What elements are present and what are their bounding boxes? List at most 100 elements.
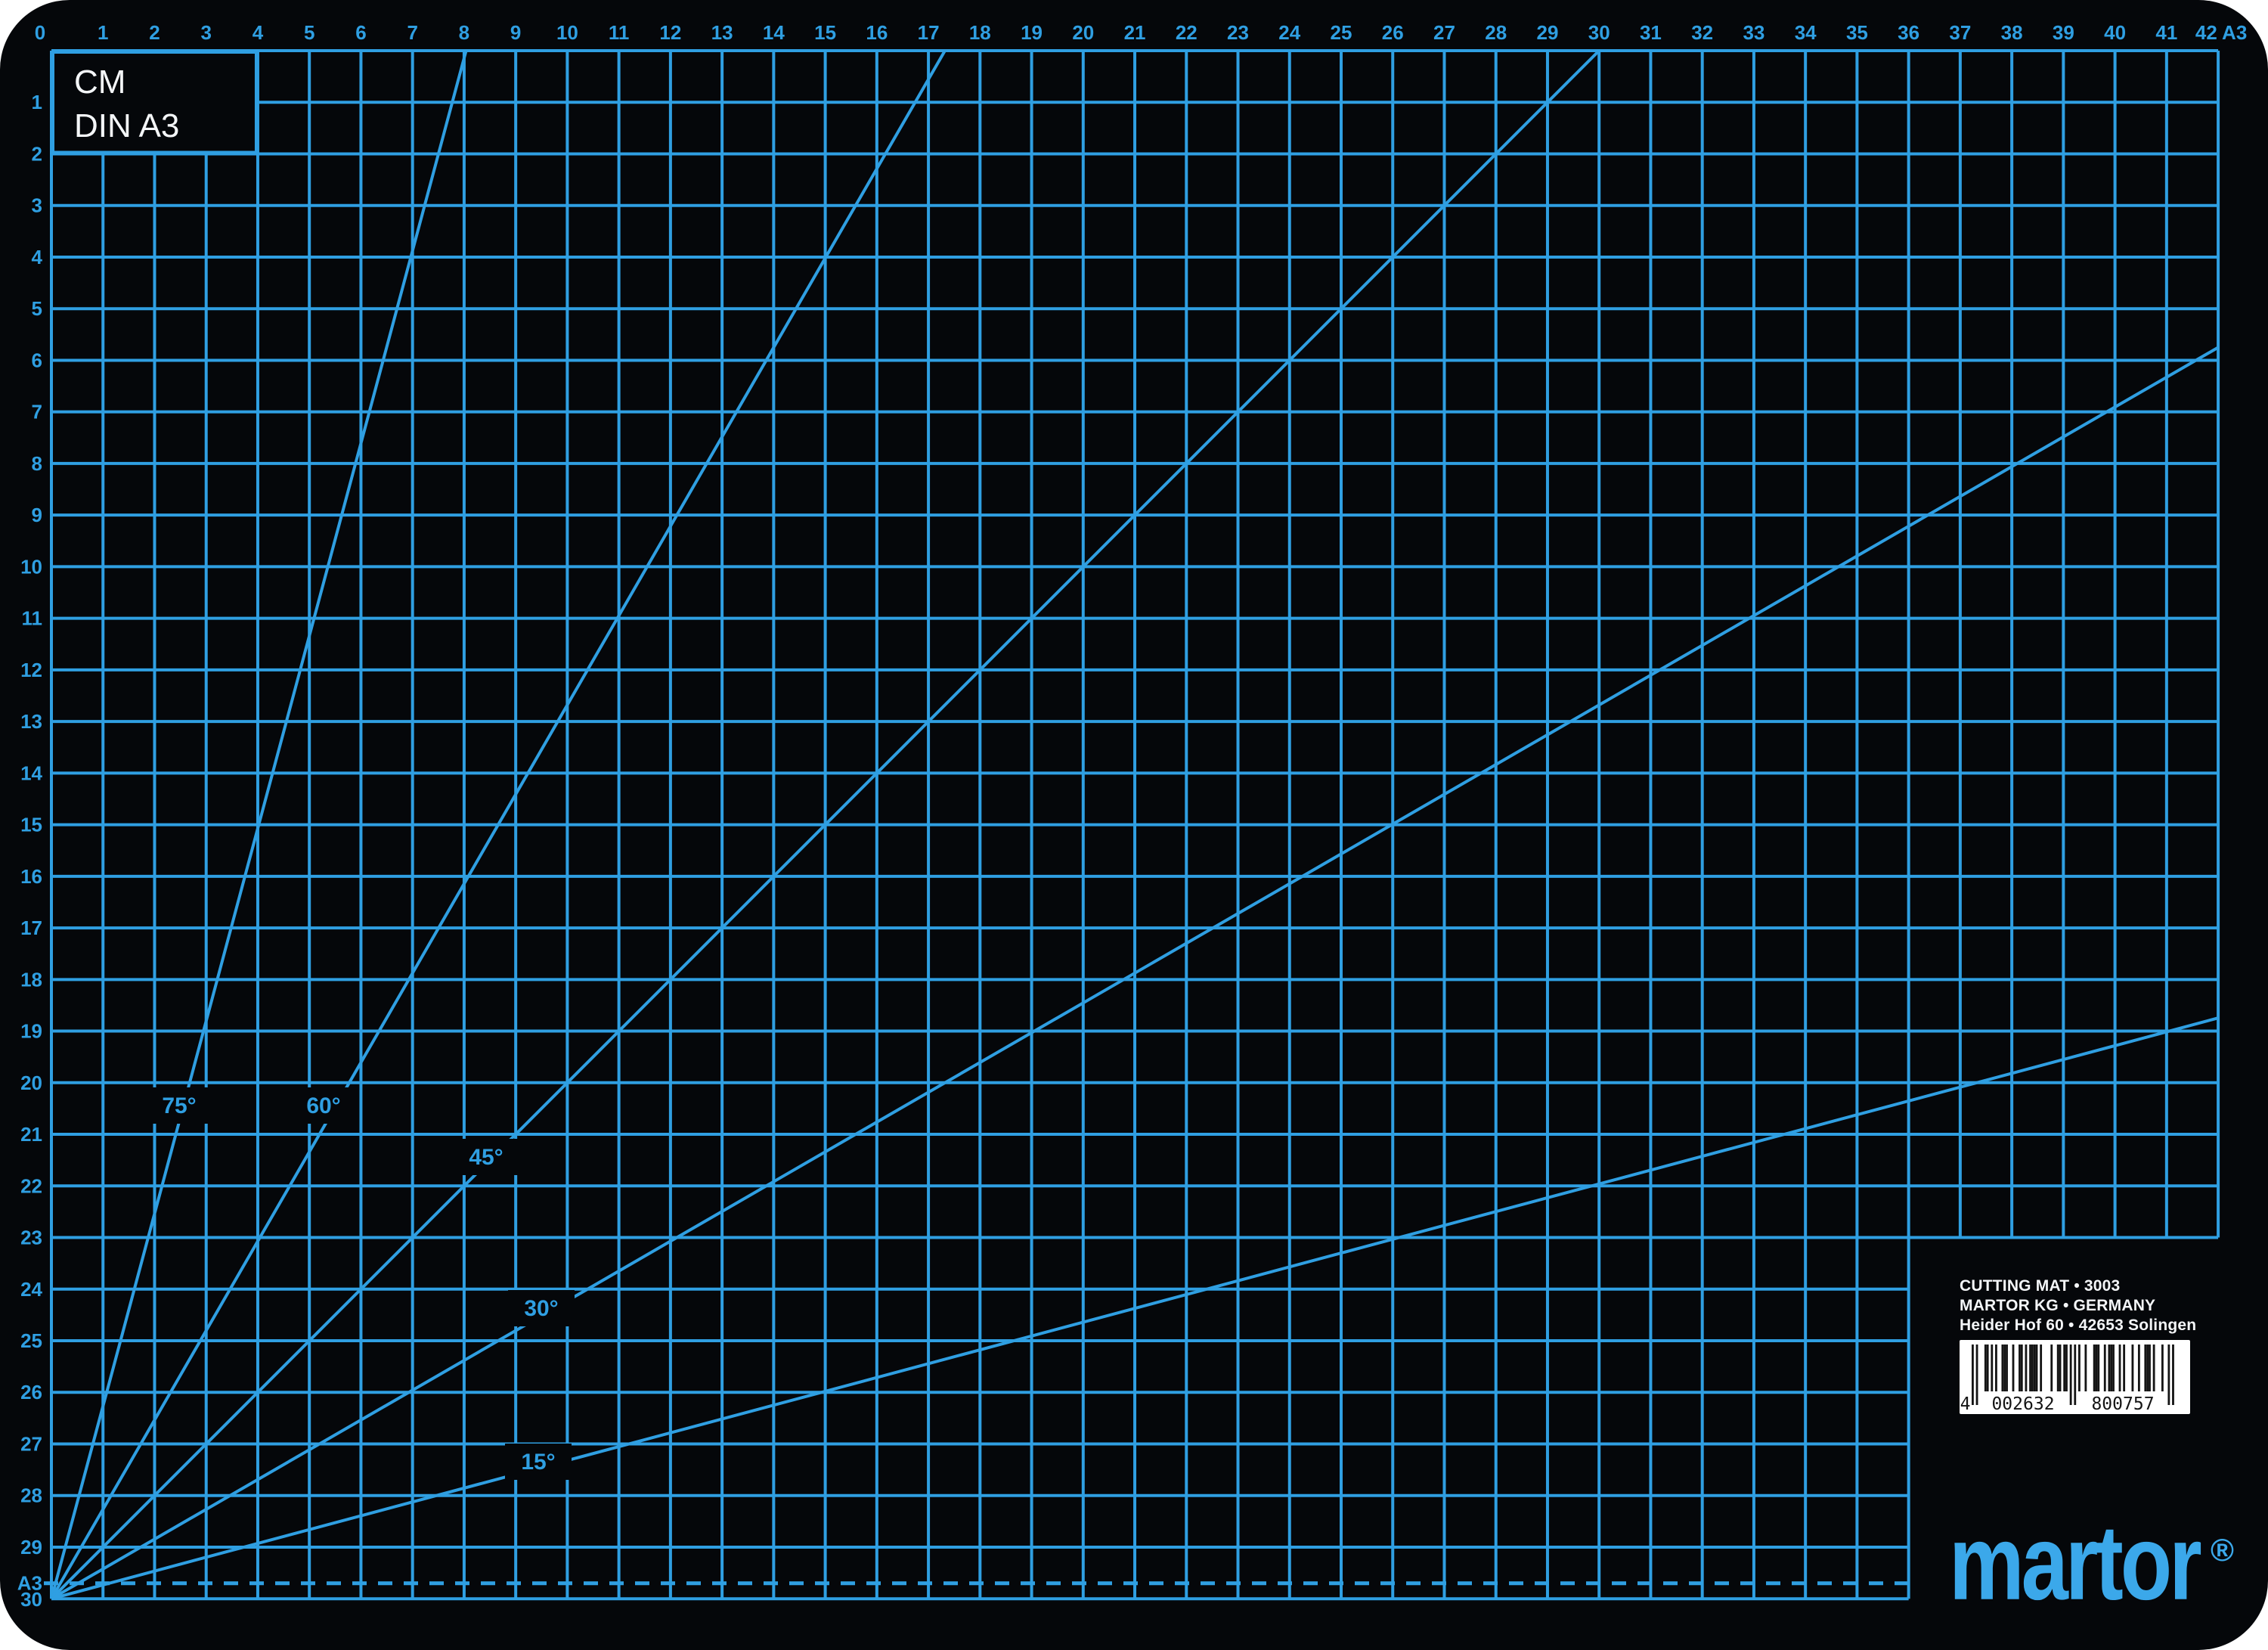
left-ruler-label: 21 (20, 1123, 42, 1146)
top-ruler-label: 8 (459, 21, 469, 44)
martor-logo-text: martor (1949, 1503, 2202, 1623)
left-ruler-label: 26 (20, 1381, 42, 1403)
top-ruler-label: 1 (98, 21, 108, 44)
top-ruler-label: 31 (1640, 21, 1662, 44)
unit-label-box (51, 51, 258, 154)
top-ruler-label: 20 (1072, 21, 1094, 44)
left-ruler-label: 8 (32, 452, 42, 475)
top-ruler-label: 13 (711, 21, 733, 44)
left-ruler-label: 24 (20, 1278, 42, 1301)
left-ruler-label: 11 (22, 607, 43, 630)
left-ruler-label: 29 (20, 1536, 42, 1559)
top-ruler-label: 41 (2155, 21, 2177, 44)
angle-line-45 (50, 49, 1600, 1600)
top-ruler-label: 28 (1485, 21, 1507, 44)
top-ruler-label: 10 (556, 21, 578, 44)
left-ruler-label: 6 (32, 349, 42, 371)
left-ruler-label: 28 (20, 1484, 42, 1507)
top-ruler-label: 27 (1433, 21, 1455, 44)
size-label: DIN A3 (74, 107, 179, 144)
left-ruler-label: 27 (20, 1432, 42, 1455)
top-ruler-label: 15 (814, 21, 836, 44)
top-ruler-label: 7 (407, 21, 417, 44)
angle-label-patch (505, 1444, 572, 1480)
angle-label-60: 60° (306, 1093, 340, 1118)
top-ruler-label: 0 (35, 21, 45, 44)
left-ruler-label: 9 (32, 504, 42, 526)
top-ruler-label: 11 (609, 21, 630, 44)
product-info-line3: Heider Hof 60 • 42653 Solingen (1960, 1317, 2197, 1334)
left-ruler-label: 4 (32, 246, 43, 268)
left-ruler-label: 23 (20, 1227, 42, 1249)
left-ruler-label: 5 (32, 297, 42, 320)
left-ruler-label: 16 (20, 865, 42, 888)
registered-trademark-icon: ® (2211, 1532, 2234, 1568)
left-ruler-label: 1 (32, 91, 42, 113)
left-ruler-label: 7 (32, 401, 42, 423)
product-info-line1: CUTTING MAT • 3003 (1960, 1277, 2121, 1295)
top-ruler-label: 33 (1743, 21, 1765, 44)
top-ruler-label: 26 (1382, 21, 1404, 44)
top-ruler-label: 24 (1278, 21, 1300, 44)
ean-barcode: 4 002632 800757 (1960, 1340, 2190, 1414)
left-ruler-label: 18 (20, 968, 42, 991)
top-ruler-label: 29 (1536, 21, 1558, 44)
product-info-block: CUTTING MAT • 3003 MARTOR KG • GERMANY H… (1960, 1276, 2232, 1335)
top-ruler-label: 17 (918, 21, 940, 44)
angle-label-75: 75° (162, 1093, 196, 1118)
top-ruler-label: 12 (659, 21, 681, 44)
unit-label: CM (74, 64, 125, 101)
angle-line-75 (50, 50, 468, 1599)
angle-label-30: 30° (524, 1296, 558, 1321)
left-ruler-label: 12 (20, 659, 42, 681)
martor-logo: martor ® (1949, 1509, 2236, 1616)
left-ruler-label: 13 (20, 710, 42, 733)
angle-label-patch (453, 1139, 519, 1175)
left-ruler-label: 14 (20, 761, 42, 784)
angle-label-45: 45° (469, 1145, 503, 1170)
top-ruler-label: 42 A3 (2195, 21, 2247, 44)
top-ruler-label: 36 (1898, 21, 1919, 44)
top-ruler-label: 4 (253, 21, 264, 44)
left-ruler-a3-label: A3 (17, 1572, 42, 1595)
top-ruler-label: 34 (1795, 21, 1817, 44)
product-info-line2: MARTOR KG • GERMANY (1960, 1297, 2156, 1314)
top-ruler-label: 32 (1691, 21, 1713, 44)
top-ruler-label: 5 (304, 21, 314, 44)
left-ruler-label: 10 (20, 555, 42, 578)
top-ruler-label: 35 (1846, 21, 1868, 44)
barcode-digit-group-3: 800757 (2091, 1394, 2155, 1414)
top-ruler-label: 22 (1176, 21, 1198, 44)
top-ruler-label: 16 (866, 21, 888, 44)
angle-line-15 (51, 1016, 2219, 1601)
top-ruler-label: 6 (355, 21, 366, 44)
top-ruler-label: 2 (149, 21, 160, 44)
top-ruler-label: 3 (200, 21, 211, 44)
top-ruler-label: 37 (1949, 21, 1971, 44)
top-ruler-label: 40 (2104, 21, 2126, 44)
left-ruler-label: 25 (20, 1329, 42, 1352)
top-ruler-label: 38 (2001, 21, 2023, 44)
left-ruler-label: 2 (32, 142, 42, 165)
angle-line-30 (51, 346, 2220, 1600)
left-ruler-label: 3 (32, 194, 42, 217)
top-ruler-label: 30 (1588, 21, 1610, 44)
top-ruler-label: 39 (2053, 21, 2074, 44)
barcode-bars (1972, 1345, 2174, 1405)
top-ruler-label: 19 (1021, 21, 1043, 44)
barcode-digit-group-1: 4 (1960, 1394, 1971, 1414)
top-ruler-label: 14 (763, 21, 785, 44)
left-ruler-label: 17 (20, 916, 42, 939)
angle-line-60 (50, 50, 947, 1600)
angle-label-patch (146, 1087, 212, 1124)
left-ruler-label: 19 (20, 1020, 42, 1043)
top-ruler-label: 23 (1227, 21, 1249, 44)
top-ruler-label: 25 (1331, 21, 1352, 44)
top-ruler-label: 21 (1124, 21, 1146, 44)
left-ruler-30-label: 30 (20, 1588, 42, 1611)
left-ruler-label: 15 (20, 814, 42, 836)
left-ruler-label: 20 (20, 1072, 42, 1094)
top-ruler-label: 18 (969, 21, 991, 44)
